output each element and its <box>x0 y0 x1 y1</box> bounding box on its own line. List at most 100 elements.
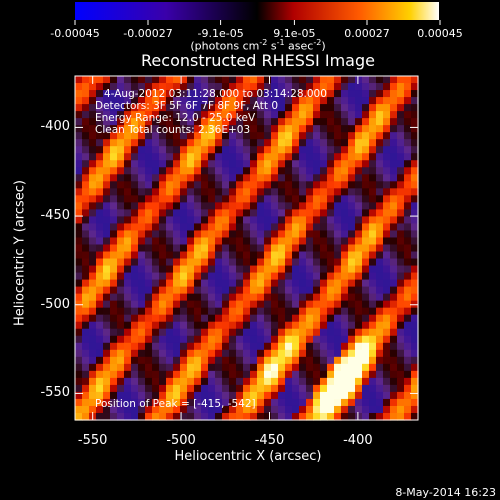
heatmap-cell <box>236 160 244 168</box>
heatmap-cell <box>131 83 139 91</box>
heatmap-cell <box>243 174 251 182</box>
heatmap-cell <box>404 167 412 175</box>
heatmap-cell <box>257 265 265 274</box>
heatmap-cell <box>180 265 188 274</box>
heatmap-cell <box>96 258 104 267</box>
heatmap-cell <box>334 223 342 232</box>
heatmap-cell <box>215 146 223 154</box>
heatmap-cell <box>271 174 279 182</box>
heatmap-cell <box>334 300 342 309</box>
heatmap-cell <box>117 146 125 154</box>
heatmap-cell <box>404 328 412 337</box>
heatmap-cell <box>306 118 314 126</box>
y-tick-label: -500 <box>40 296 70 312</box>
heatmap-cell <box>173 181 181 189</box>
heatmap-cell <box>334 188 342 196</box>
heatmap-cell <box>313 398 321 407</box>
heatmap-cell <box>229 118 237 126</box>
heatmap-cell <box>250 335 258 344</box>
heatmap-cell <box>271 384 279 393</box>
heatmap-cell <box>110 314 118 323</box>
heatmap-cell <box>187 286 195 295</box>
heatmap-cell <box>124 153 132 161</box>
heatmap-cell <box>299 118 307 126</box>
heatmap-cell <box>243 258 251 267</box>
heatmap-cell <box>103 328 111 337</box>
heatmap-cell <box>117 328 125 337</box>
heatmap-cell <box>215 237 223 246</box>
heatmap-cell <box>250 293 258 302</box>
heatmap-cell <box>369 104 377 112</box>
heatmap-cell <box>96 272 104 281</box>
heatmap-cell <box>166 125 174 133</box>
heatmap-cell <box>103 321 111 330</box>
heatmap-cell <box>131 412 139 421</box>
heatmap-cell <box>96 321 104 330</box>
heatmap-cell <box>201 125 209 133</box>
heatmap-cell <box>82 279 90 288</box>
heatmap-cell <box>145 370 153 379</box>
heatmap-cell <box>341 167 349 175</box>
heatmap-cell <box>376 377 384 386</box>
heatmap-cell <box>285 300 293 309</box>
heatmap-cell <box>124 181 132 189</box>
heatmap-cell <box>299 384 307 393</box>
heatmap-cell <box>89 139 97 147</box>
heatmap-cell <box>117 139 125 147</box>
heatmap-cell <box>173 125 181 133</box>
heatmap-cell <box>278 300 286 309</box>
heatmap-cell <box>236 377 244 386</box>
heatmap-cell <box>376 251 384 260</box>
heatmap-cell <box>145 244 153 253</box>
heatmap-cell <box>229 377 237 386</box>
heatmap-cell <box>222 272 230 281</box>
heatmap-cell <box>145 223 153 232</box>
heatmap-cell <box>145 307 153 316</box>
heatmap-cell <box>397 230 405 239</box>
heatmap-cell <box>362 265 370 274</box>
heatmap-cell <box>152 293 160 302</box>
heatmap-cell <box>187 188 195 196</box>
heatmap-cell <box>89 286 97 295</box>
heatmap-cell <box>243 132 251 140</box>
heatmap-cell <box>383 118 391 126</box>
heatmap-cell <box>236 97 244 105</box>
heatmap-cell <box>341 216 349 225</box>
heatmap-cell <box>271 118 279 126</box>
heatmap-cell <box>229 202 237 210</box>
heatmap-cell <box>404 391 412 400</box>
heatmap-cell <box>334 83 342 91</box>
heatmap-cell <box>215 356 223 365</box>
heatmap-cell <box>390 342 398 351</box>
heatmap-cell <box>166 300 174 309</box>
heatmap-cell <box>180 125 188 133</box>
heatmap-cell <box>292 405 300 414</box>
heatmap-cell <box>383 132 391 140</box>
heatmap-cell <box>152 118 160 126</box>
heatmap-cell <box>292 125 300 133</box>
heatmap-cell <box>194 265 202 274</box>
heatmap-cell <box>159 139 167 147</box>
heatmap-cell <box>138 223 146 232</box>
heatmap-cell <box>306 265 314 274</box>
heatmap-cell <box>404 286 412 295</box>
heatmap-cell <box>292 209 300 218</box>
heatmap-cell <box>103 230 111 239</box>
heatmap-cell <box>166 384 174 393</box>
heatmap-cell <box>264 272 272 281</box>
heatmap-cell <box>215 118 223 126</box>
heatmap-cell <box>117 272 125 281</box>
heatmap-cell <box>110 342 118 351</box>
heatmap-cell <box>222 76 230 84</box>
heatmap-cell <box>194 83 202 91</box>
heatmap-cell <box>264 300 272 309</box>
heatmap-cell <box>131 314 139 323</box>
heatmap-cell <box>75 167 83 175</box>
heatmap-cell <box>145 293 153 302</box>
heatmap-cell <box>362 398 370 407</box>
heatmap-cell <box>110 349 118 358</box>
heatmap-cell <box>222 153 230 161</box>
heatmap-cell <box>187 167 195 175</box>
heatmap-cell <box>89 328 97 337</box>
heatmap-cell <box>306 237 314 246</box>
